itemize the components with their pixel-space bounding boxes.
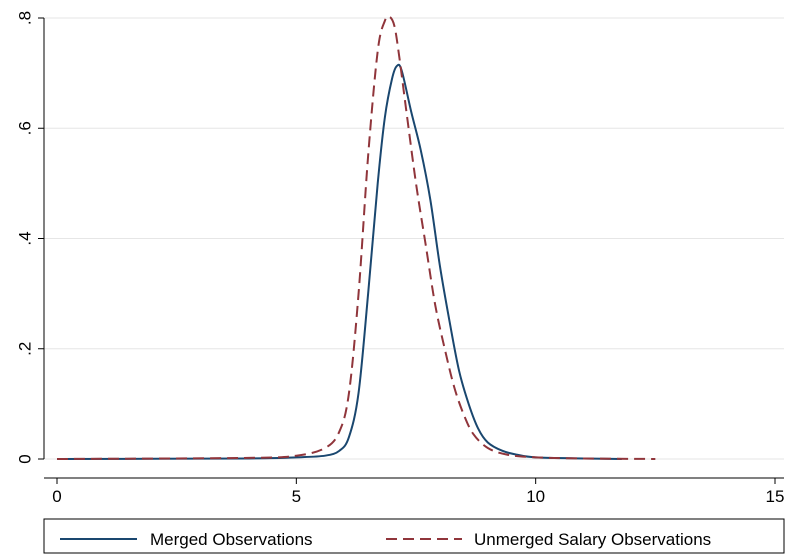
x-tick-label-3: 15 xyxy=(766,487,785,506)
x-tick-label-0: 0 xyxy=(52,487,61,506)
legend-label-1: Unmerged Salary Observations xyxy=(474,530,711,549)
x-tick-label-1: 5 xyxy=(292,487,301,506)
y-tick-label-3: .6 xyxy=(15,121,34,135)
y-tick-label-4: .8 xyxy=(15,11,34,25)
legend-box xyxy=(43,518,785,554)
y-tick-label-2: .4 xyxy=(15,231,34,245)
legend-label-0: Merged Observations xyxy=(150,530,313,549)
y-tick-label-0: 0 xyxy=(15,454,34,463)
series-lines xyxy=(56,15,656,460)
legend: Merged Observations Unmerged Salary Obser… xyxy=(43,518,785,554)
grid-lines xyxy=(44,17,784,460)
x-tick-label-2: 10 xyxy=(526,487,545,506)
series-line-0 xyxy=(56,63,622,460)
y-tick-label-1: .2 xyxy=(15,342,34,356)
axes: 0 .2 .4 .6 .8 0 5 10 15 xyxy=(15,11,784,506)
series-line-1 xyxy=(56,15,656,460)
